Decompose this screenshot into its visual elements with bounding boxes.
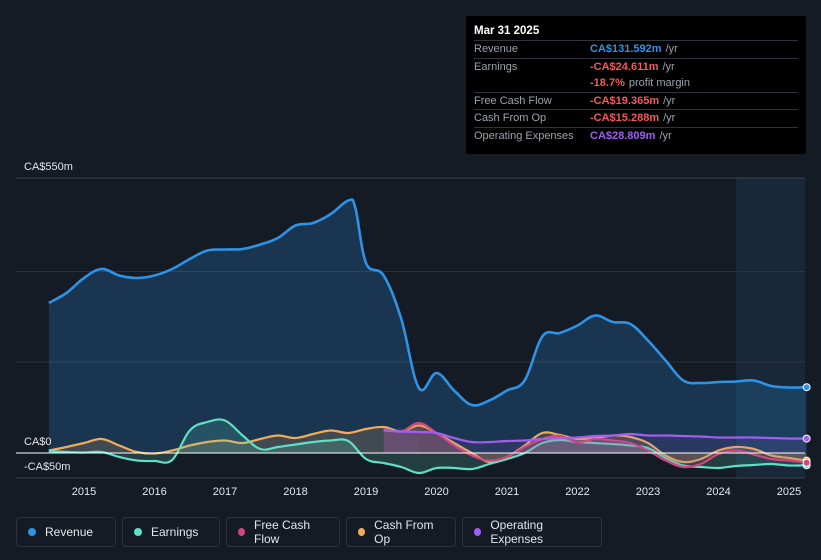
legend-label: Revenue — [45, 525, 94, 539]
legend-revenue[interactable]: Revenue — [16, 517, 116, 547]
operating-expenses-area — [383, 430, 807, 453]
tooltip-label: Free Cash Flow — [474, 94, 552, 107]
legend: Revenue Earnings Free Cash Flow Cash Fro… — [16, 517, 602, 547]
revenue-line — [48, 198, 807, 407]
tooltip-label: Cash From Op — [474, 112, 547, 124]
revenue-dot-icon — [28, 528, 36, 536]
operating-expenses-line — [383, 429, 807, 444]
tooltip-label: Operating Expenses — [474, 129, 574, 142]
y-label-min: -CA$50m — [24, 461, 70, 473]
x-tick-label: 2021 — [495, 486, 519, 498]
y-label-zero: CA$0 — [24, 436, 52, 448]
legend-earnings[interactable]: Earnings — [122, 517, 220, 547]
free-cash-flow-area — [383, 422, 807, 468]
tooltip-unit: /yr — [659, 129, 672, 142]
end-markers — [802, 383, 811, 470]
legend-operating-expenses[interactable]: Operating Expenses — [462, 517, 602, 547]
legend-cash-from-op[interactable]: Cash From Op — [346, 517, 456, 547]
tooltip-unit: /yr — [663, 94, 676, 107]
y-label-max: CA$550m — [24, 161, 73, 173]
x-tick-label: 2024 — [706, 486, 730, 498]
legend-label: Earnings — [151, 525, 199, 539]
cash-from-op-dot-icon — [358, 528, 366, 536]
tooltip-label: Earnings — [474, 60, 518, 73]
operating-expenses-end-marker — [802, 434, 811, 443]
x-tick-label: 2025 — [777, 486, 801, 498]
legend-label: Free Cash Flow — [253, 518, 311, 546]
earnings-line — [48, 418, 807, 475]
tooltip-row-revenue: Revenue CA$131.592m /yr — [474, 40, 798, 58]
tooltip-label — [474, 75, 590, 92]
x-tick-label: 2017 — [213, 486, 237, 498]
x-tick-label: 2022 — [565, 486, 589, 498]
free-cash-flow-dot-icon — [238, 528, 245, 536]
x-tick-label: 2015 — [72, 486, 96, 498]
free-cash-flow-end-marker — [802, 458, 811, 467]
tooltip-unit: profit margin — [628, 77, 690, 89]
tooltip-value: -CA$19.365m — [590, 94, 660, 107]
tooltip-row-opex: Operating Expenses CA$28.809m /yr — [474, 126, 798, 145]
x-tick-label: 2019 — [354, 486, 378, 498]
x-tick-label: 2016 — [142, 486, 166, 498]
tooltip-unit: /yr — [662, 60, 675, 73]
x-tick-label: 2023 — [636, 486, 660, 498]
x-tick-label: 2020 — [424, 486, 448, 498]
legend-label: Cash From Op — [374, 518, 434, 546]
forecast-band — [736, 178, 805, 478]
tooltip: Mar 31 2025 Revenue CA$131.592m /yr Earn… — [466, 16, 806, 154]
tooltip-value: CA$28.809m — [590, 129, 656, 142]
legend-label: Operating Expenses — [490, 518, 544, 546]
tooltip-row-earnings: Earnings -CA$24.611m /yr — [474, 57, 798, 76]
operating-expenses-dot-icon — [474, 528, 482, 536]
tooltip-row-cfo: Cash From Op -CA$15.288m /yr — [474, 109, 798, 127]
x-axis-ticks: 2015 2016 2017 2018 2019 2020 2021 2022 2023 2024… — [72, 486, 801, 498]
series-layer — [48, 198, 807, 475]
tooltip-date: Mar 31 2025 — [474, 25, 540, 37]
tooltip-label: Revenue — [474, 43, 519, 55]
legend-free-cash-flow[interactable]: Free Cash Flow — [226, 517, 340, 547]
earnings-dot-icon — [134, 528, 142, 536]
tooltip-value: CA$131.592m — [590, 43, 662, 55]
free-cash-flow-line — [383, 421, 807, 469]
tooltip-row-margin: -18.7% profit margin — [474, 75, 798, 92]
tooltip-row-fcf: Free Cash Flow -CA$19.365m /yr — [474, 91, 798, 110]
tooltip-value: -CA$24.611m — [590, 60, 659, 73]
revenue-area — [48, 199, 807, 453]
tooltip-unit: /yr — [665, 43, 678, 55]
tooltip-value: -18.7% — [590, 77, 625, 89]
x-tick-label: 2018 — [283, 486, 307, 498]
revenue-end-marker — [802, 383, 811, 392]
tooltip-unit: /yr — [663, 112, 676, 124]
cash-from-op-line — [48, 424, 807, 464]
tooltip-value: -CA$15.288m — [590, 112, 660, 124]
